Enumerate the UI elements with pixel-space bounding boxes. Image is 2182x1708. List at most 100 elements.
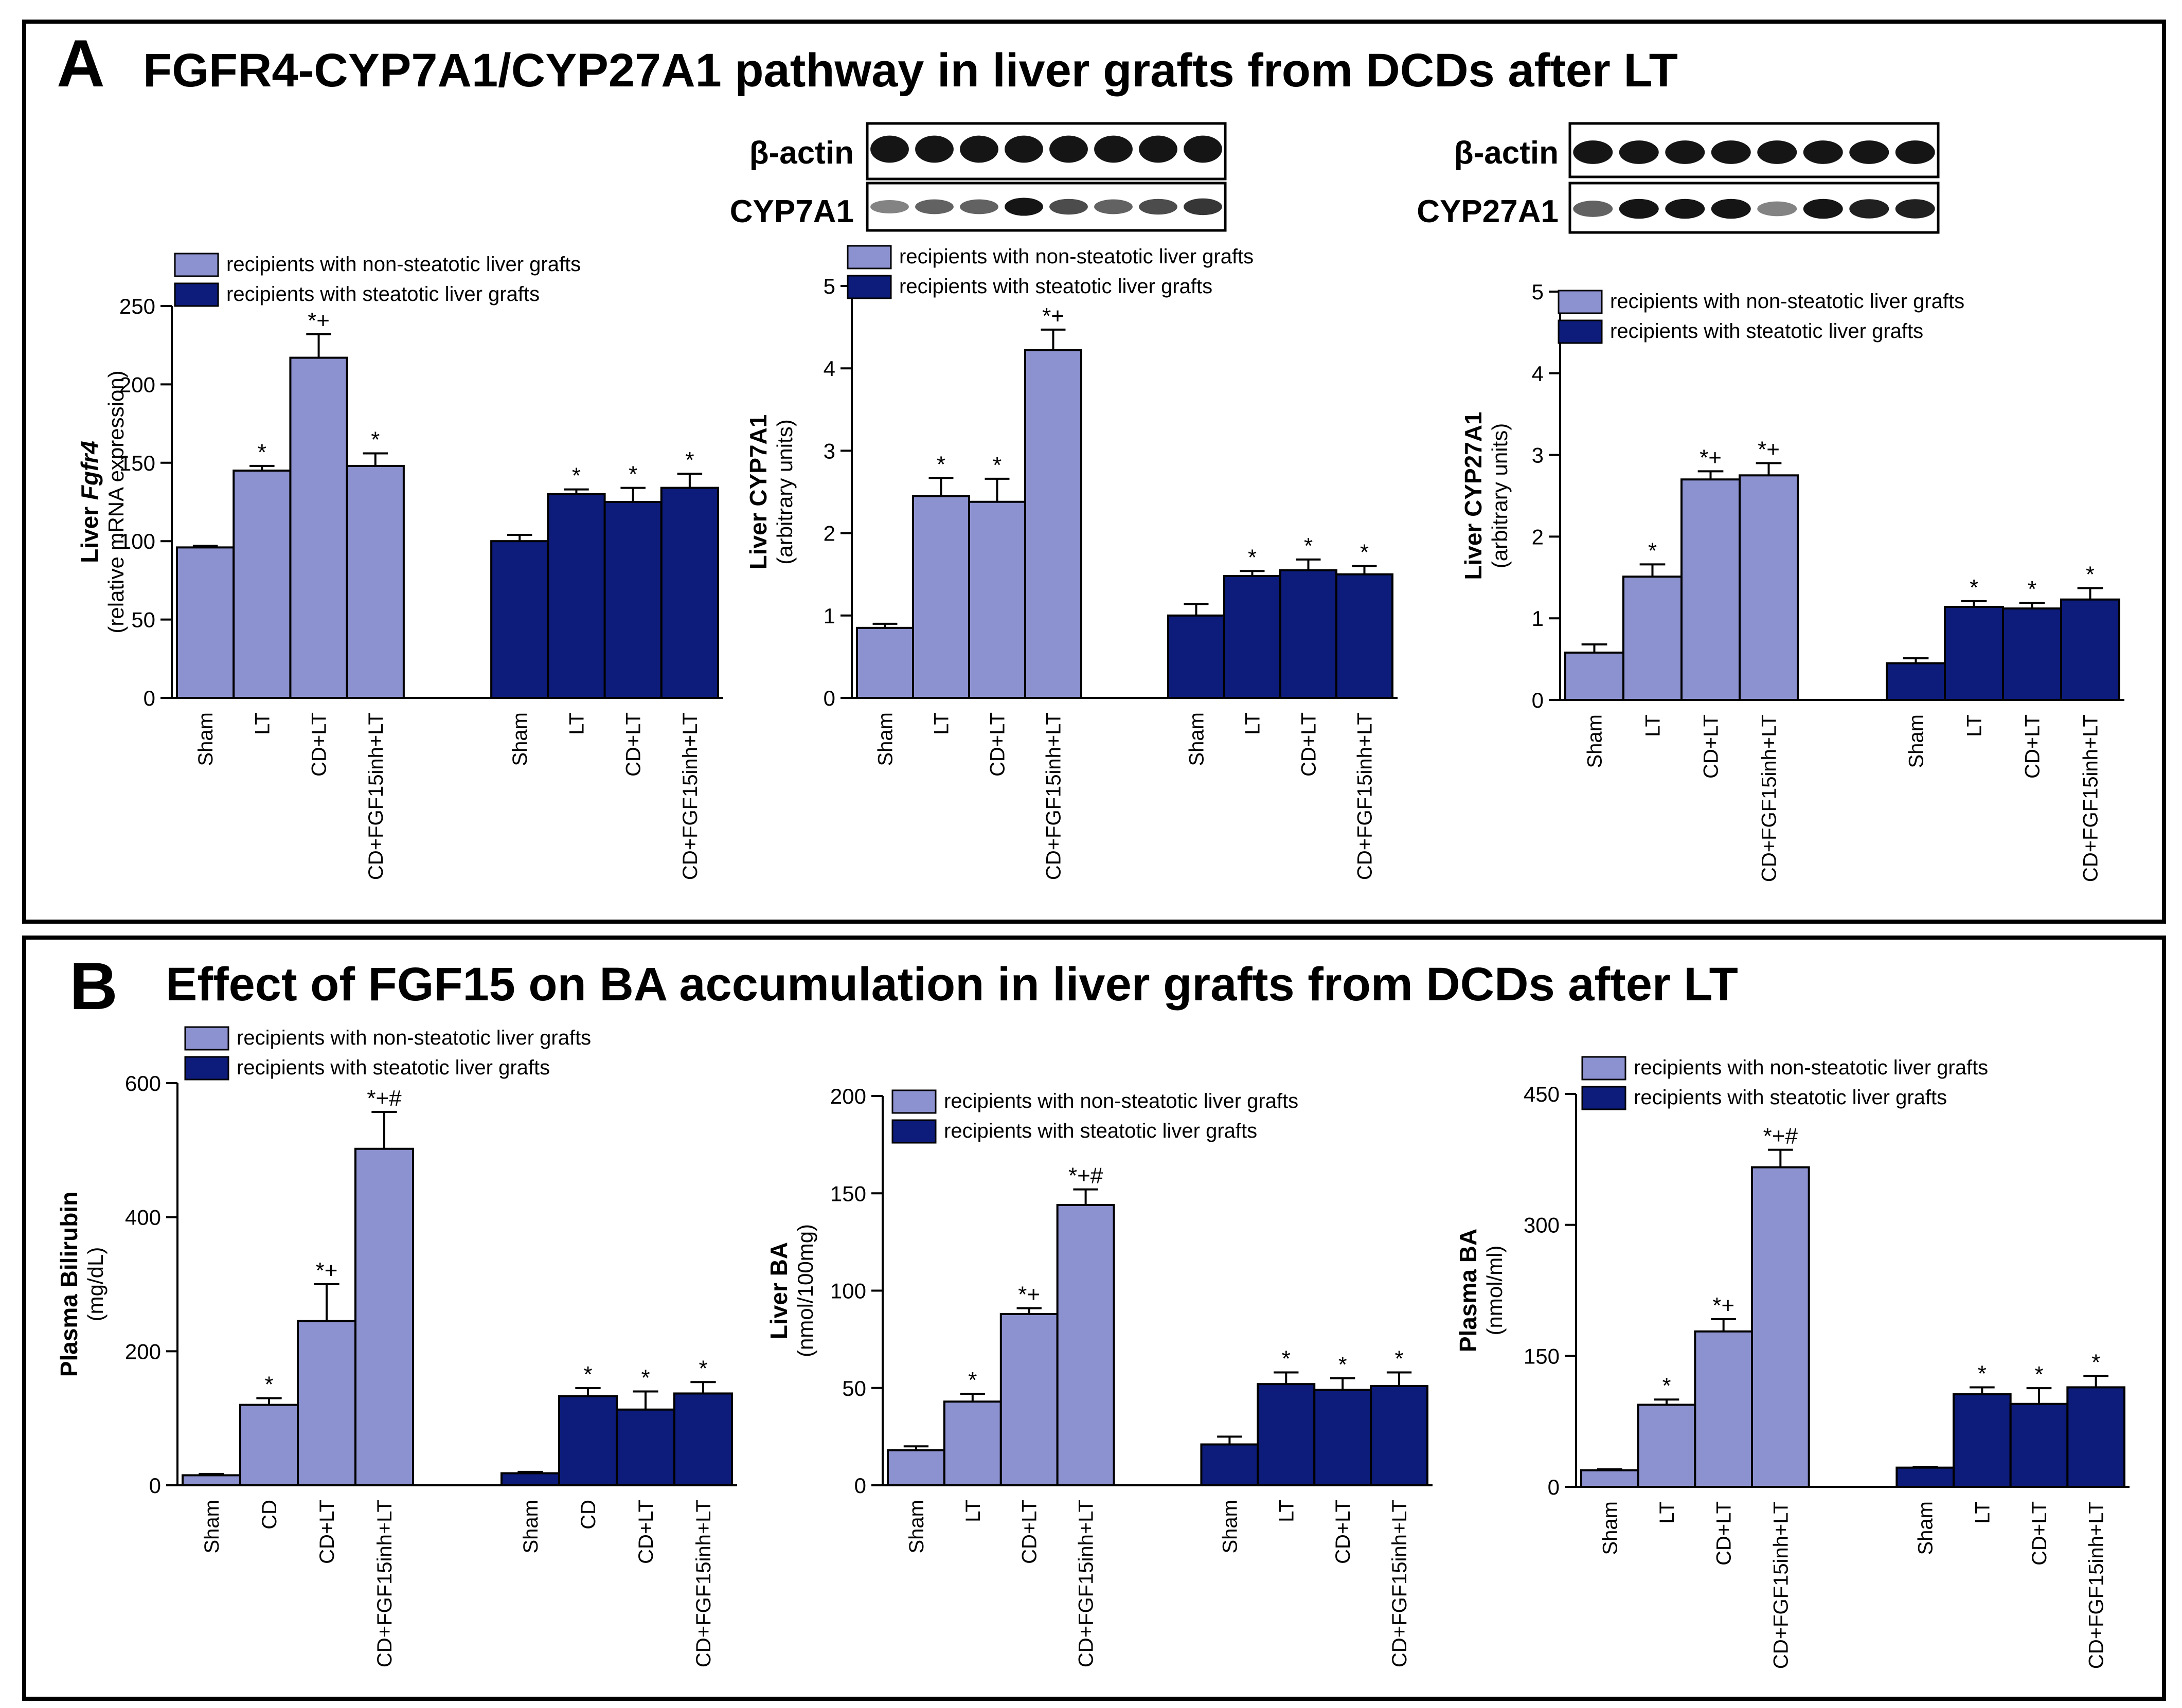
bar <box>968 500 1026 699</box>
significance-mark: * <box>1978 1361 1987 1386</box>
blot-band <box>960 135 998 163</box>
bar <box>660 487 720 699</box>
bar <box>1739 474 1799 701</box>
x-tick-label: CD <box>577 1500 600 1530</box>
x-tick-label: CD+LT <box>2028 1501 2051 1566</box>
blot-band <box>1005 135 1043 163</box>
y-axis-label: Liver BA <box>765 1242 792 1339</box>
bar <box>239 1404 299 1487</box>
bar <box>1694 1330 1753 1488</box>
bar <box>1313 1389 1372 1486</box>
x-tick-label: CD+LT <box>622 712 645 777</box>
legend-label-non-steatotic: recipients with non-steatotic liver graf… <box>1610 290 1964 313</box>
significance-mark: *+ <box>1042 303 1064 329</box>
bar <box>1370 1385 1428 1487</box>
bar <box>2009 1403 2069 1488</box>
bar <box>500 1472 560 1487</box>
blot-label-beta-actin: β-actin <box>749 135 854 171</box>
y-tick-label: 200 <box>119 372 155 397</box>
bar <box>1564 651 1624 701</box>
x-tick-label: CD+LT <box>635 1500 657 1564</box>
legend-swatch-non-steatotic <box>174 253 219 277</box>
x-tick-label: CD+FGF15inh+LT <box>1043 712 1065 880</box>
blot-label-beta-actin: β-actin <box>1454 135 1559 171</box>
y-axis-unit: (arbitrary units) <box>773 419 797 564</box>
legend-label-non-steatotic: recipients with non-steatotic liver graf… <box>226 253 581 276</box>
bar <box>1637 1404 1696 1488</box>
legend-label-non-steatotic: recipients with non-steatotic liver graf… <box>944 1090 1298 1112</box>
panel-b-frame <box>22 936 2166 1701</box>
x-tick-label: LT <box>251 712 274 735</box>
y-tick-label: 150 <box>119 451 155 475</box>
x-tick-label: CD+FGF15inh+LT <box>1758 714 1781 882</box>
y-tick-label: 150 <box>1524 1344 1560 1368</box>
significance-mark: * <box>968 1368 977 1393</box>
significance-mark: * <box>1394 1346 1403 1371</box>
x-tick-label: CD+LT <box>1700 714 1723 779</box>
legend-label-steatotic: recipients with steatotic liver grafts <box>1634 1086 1947 1109</box>
legend-label-non-steatotic: recipients with non-steatotic liver graf… <box>237 1027 591 1049</box>
bar <box>558 1395 618 1487</box>
bar <box>603 501 663 699</box>
bar <box>1200 1443 1259 1486</box>
y-tick-label: 0 <box>149 1473 161 1498</box>
bar-chart-1: 0 50 100 150 200 250 Liver Fgfr4 (relative mRNA… <box>76 253 723 880</box>
blot-band <box>1711 140 1751 164</box>
x-tick-label: CD+FGF15inh+LT <box>2080 714 2102 882</box>
blot-band <box>1757 140 1797 164</box>
y-tick-label: 5 <box>824 274 835 298</box>
blot-band <box>1849 140 1889 164</box>
significance-mark: * <box>1304 533 1313 559</box>
significance-mark: * <box>2091 1350 2100 1375</box>
blot-band <box>1094 199 1133 214</box>
western-blot-cyp27a1: β-actin CYP27A1 <box>1417 122 1940 234</box>
legend-label-steatotic: recipients with steatotic liver grafts <box>1610 320 1923 343</box>
bar <box>1622 576 1683 702</box>
blot-band <box>1619 199 1659 219</box>
y-tick-label: 2 <box>1532 525 1544 549</box>
blot-band <box>1665 140 1705 164</box>
x-tick-label: LT <box>962 1500 985 1522</box>
bar <box>1223 574 1281 699</box>
bar <box>2002 607 2062 702</box>
legend-swatch-steatotic <box>174 282 219 307</box>
bar <box>1751 1166 1810 1488</box>
legend: recipients with non-steatotic liver graf… <box>1558 290 1964 344</box>
x-tick-label: CD+FGF15inh+LT <box>679 712 702 880</box>
y-tick-label: 50 <box>842 1376 866 1400</box>
significance-mark: * <box>2034 1362 2043 1387</box>
blot-band <box>870 135 909 163</box>
legend: recipients with non-steatotic liver graf… <box>1581 1056 1988 1110</box>
bar <box>856 626 914 699</box>
x-tick-label: Sham <box>201 1500 223 1554</box>
y-tick-label: 3 <box>1532 443 1544 468</box>
x-tick-label: LT <box>931 712 953 735</box>
legend-swatch-steatotic <box>184 1056 229 1081</box>
x-tick-label: CD+LT <box>1332 1500 1354 1564</box>
x-tick-label: CD+LT <box>308 712 331 777</box>
blot-band <box>915 135 954 163</box>
x-tick-label: LT <box>565 712 588 735</box>
y-tick-label: 450 <box>1524 1082 1560 1106</box>
significance-mark: * <box>1338 1352 1347 1377</box>
blot-band <box>1049 135 1088 163</box>
blot-band <box>1573 201 1613 217</box>
significance-mark: *+ <box>1018 1282 1040 1307</box>
x-tick-label: CD+FGF15inh+LT <box>692 1500 715 1667</box>
y-axis-label: Liver CYP7A1 <box>745 415 772 570</box>
y-tick-label: 1 <box>1532 606 1544 631</box>
significance-mark: * <box>993 453 1001 478</box>
y-axis-unit: (nmol/100mg) <box>793 1224 817 1357</box>
x-tick-label: CD+FGF15inh+LT <box>1388 1500 1411 1667</box>
x-tick-label: CD+LT <box>987 712 1009 777</box>
blot-band <box>1139 199 1177 215</box>
panel-a-letter: A <box>57 26 105 101</box>
significance-mark: *+# <box>367 1086 402 1111</box>
blot-band <box>1757 201 1797 217</box>
significance-mark: *+# <box>1068 1163 1103 1189</box>
x-tick-label: Sham <box>1599 1501 1621 1555</box>
blot-band <box>1803 199 1843 219</box>
x-tick-label: CD+LT <box>1018 1500 1041 1564</box>
panel-b-letter: B <box>69 948 118 1023</box>
y-tick-label: 200 <box>125 1339 161 1363</box>
